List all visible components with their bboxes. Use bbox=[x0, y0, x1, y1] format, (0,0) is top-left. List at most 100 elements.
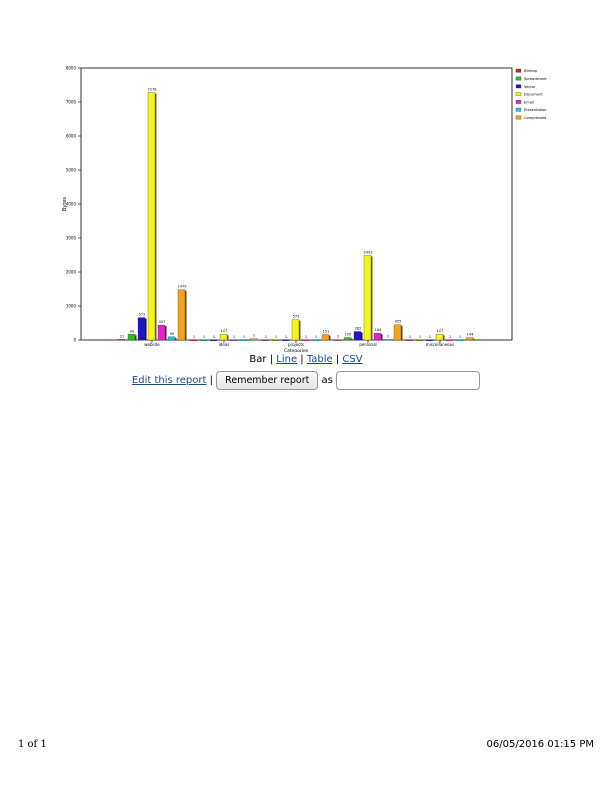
legend-swatch bbox=[515, 115, 522, 120]
bar bbox=[199, 339, 208, 342]
bar bbox=[209, 339, 218, 342]
y-tick-label: 0 bbox=[73, 338, 76, 343]
bar-data-label: 90 bbox=[130, 329, 134, 333]
remember-report-button[interactable]: Remember report bbox=[216, 371, 319, 390]
bar-data-label: 1 bbox=[409, 335, 411, 339]
bar-data-label: 573 bbox=[293, 315, 300, 319]
legend-swatch bbox=[515, 84, 522, 89]
legend-label: Email bbox=[524, 100, 534, 104]
bar-data-label: 1 bbox=[315, 335, 317, 339]
bar-data-label: 1479 bbox=[178, 285, 187, 289]
report-name-input[interactable] bbox=[336, 371, 481, 390]
bar bbox=[455, 339, 464, 342]
bar-data-label: 21 bbox=[120, 334, 124, 338]
bar bbox=[189, 339, 198, 342]
bar-data-label: 100 bbox=[345, 333, 352, 337]
bar bbox=[393, 324, 402, 341]
bar-data-label: 262 bbox=[355, 327, 362, 331]
bar bbox=[117, 339, 126, 341]
bar-data-label: 1 bbox=[213, 335, 215, 339]
bar bbox=[353, 331, 362, 341]
legend-swatch bbox=[515, 100, 522, 104]
y-tick-label: 6000 bbox=[66, 134, 77, 139]
bar-data-label: 1 bbox=[387, 334, 389, 338]
bar-data-label: 144 bbox=[467, 333, 474, 337]
report-actions: Edit this report | Remember report as bbox=[0, 371, 612, 391]
bar bbox=[239, 339, 248, 342]
bar bbox=[301, 339, 310, 342]
bar-data-label: 127 bbox=[221, 329, 228, 333]
bar bbox=[415, 339, 424, 342]
legend-label: Document bbox=[524, 93, 543, 97]
bar bbox=[425, 339, 434, 342]
legend-swatch bbox=[515, 76, 522, 81]
bar bbox=[343, 337, 352, 341]
bar-data-label: 1 bbox=[459, 335, 461, 339]
bar-data-label: 455 bbox=[395, 320, 402, 324]
bar-data-label: 95 bbox=[170, 332, 174, 336]
bar bbox=[137, 317, 146, 341]
legend-swatch bbox=[515, 107, 522, 112]
bar-data-label: 572 bbox=[139, 313, 146, 317]
nav-separator: | bbox=[297, 354, 307, 365]
plot-area bbox=[80, 67, 513, 341]
bar bbox=[333, 339, 342, 341]
bar bbox=[147, 92, 156, 341]
x-tick-label: ideas bbox=[219, 342, 230, 347]
bar-data-label: 7278 bbox=[148, 87, 157, 91]
y-axis-label: Bytes bbox=[62, 197, 68, 211]
bar-data-label: 1 bbox=[305, 335, 307, 339]
legend-label: Presentation bbox=[524, 108, 547, 112]
bar bbox=[465, 337, 474, 341]
x-tick-label: projects bbox=[288, 342, 304, 347]
bar bbox=[229, 339, 238, 342]
y-tick-label: 7000 bbox=[66, 100, 77, 105]
bar bbox=[383, 339, 392, 341]
bar-data-label: 1 bbox=[275, 335, 277, 339]
page-number: 1 of 1 bbox=[18, 739, 47, 750]
bar-data-label: 1 bbox=[265, 335, 267, 339]
line-view-link[interactable]: Line bbox=[276, 354, 298, 365]
bar-data-label: 1 bbox=[253, 334, 255, 338]
y-tick-label: 5000 bbox=[66, 168, 77, 173]
bar bbox=[363, 255, 372, 341]
actions-separator: | bbox=[206, 375, 213, 386]
legend-label: Bitmap bbox=[524, 69, 538, 73]
bar bbox=[281, 339, 290, 341]
bar bbox=[167, 336, 176, 341]
legend-label: Compressed bbox=[524, 116, 546, 120]
bar-data-label: 127 bbox=[437, 329, 444, 333]
legend-swatch bbox=[515, 92, 522, 96]
table-view-link[interactable]: Table bbox=[306, 354, 333, 365]
x-tick-label: website bbox=[144, 342, 160, 347]
y-tick-label: 2000 bbox=[66, 270, 77, 275]
bar bbox=[291, 319, 300, 341]
nav-separator: | bbox=[332, 354, 343, 365]
y-tick-label: 4000 bbox=[66, 202, 77, 207]
bar-data-label: 1 bbox=[419, 335, 421, 339]
legend-label: Spreadsheet bbox=[524, 77, 547, 81]
csv-export-link[interactable]: CSV bbox=[342, 354, 363, 365]
bar bbox=[405, 339, 414, 341]
bar-data-label: 2492 bbox=[364, 250, 373, 254]
bar-data-label: 1 bbox=[285, 335, 287, 339]
bar-view-label: Bar bbox=[249, 354, 267, 365]
bar bbox=[271, 339, 280, 341]
bar bbox=[435, 334, 444, 341]
bar bbox=[177, 289, 186, 341]
bar bbox=[219, 334, 228, 341]
bar-data-label: 1 bbox=[233, 335, 235, 339]
bar-data-label: 1 bbox=[337, 335, 339, 339]
edit-report-link[interactable]: Edit this report bbox=[131, 375, 207, 386]
bar-data-label: 437 bbox=[159, 320, 166, 324]
bar-chart: 0 1000 2000 3000 4000 5000 6000 7000 8000 Bytes Ca… bbox=[62, 66, 547, 353]
bar bbox=[249, 338, 258, 341]
print-timestamp: 06/05/2016 01:15 PM bbox=[486, 739, 594, 750]
bar bbox=[445, 339, 454, 342]
bar bbox=[311, 339, 320, 342]
legend-swatch bbox=[515, 68, 522, 73]
bar-data-label: 1 bbox=[203, 335, 205, 339]
bar-data-label: 1 bbox=[243, 335, 245, 339]
legend-label: Vector bbox=[524, 85, 536, 89]
bar-data-label: 1 bbox=[449, 335, 451, 339]
